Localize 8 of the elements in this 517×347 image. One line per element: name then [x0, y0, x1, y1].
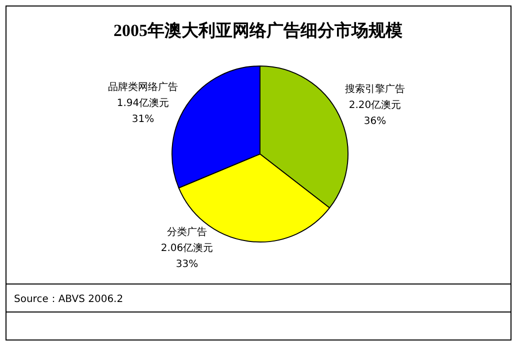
data-label: 2.06亿澳元 33%	[160, 242, 214, 270]
chart-title: 2005年澳大利亚网络广告细分市场规模	[114, 21, 402, 40]
slice-label: 品牌类网络广告	[108, 81, 178, 93]
data-label: 1.94亿澳元 31%	[116, 97, 170, 125]
data-label: 2.20亿澳元 36%	[348, 99, 402, 127]
source-note: Source：ABVS 2006.2	[14, 294, 124, 305]
slice-label: 分类广告	[167, 226, 207, 238]
slice-label: 搜索引擎广告	[345, 83, 405, 95]
